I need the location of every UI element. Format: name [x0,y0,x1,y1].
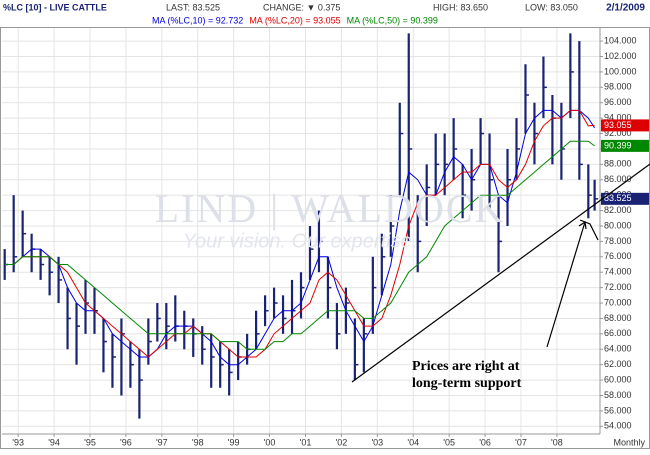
change: CHANGE: ▼ 0.375 [263,2,340,12]
ma-line [4,140,595,350]
annotation-box: Prices are right at long-term support [412,359,522,391]
legend-entry: MA (%LC,50) = 90.399 [347,15,438,25]
y-tick-label: 88.000 [604,159,632,169]
x-tick-label: '95 [84,437,96,447]
y-tick-label: 68.000 [604,313,632,323]
y-tick-label: 86.000 [604,174,632,184]
x-tick-label: '04 [407,437,419,447]
price-label-box [601,139,649,152]
y-tick-label: 102.000 [604,51,637,61]
last-price: LAST: 83.525 [166,2,220,12]
price-label: 90.399 [604,140,632,150]
arrow [579,219,599,241]
period-label: Monthly [613,437,645,447]
y-tick-label: 80.000 [604,220,632,230]
y-tick-label: 54.000 [604,421,632,431]
price-label-box [601,192,649,205]
y-tick-label: 78.000 [604,236,632,246]
price-label: 93.055 [604,120,632,130]
x-tick-label: '93 [12,437,24,447]
watermark-tagline: Your vision. Our expertise. [183,230,418,252]
x-tick-label: '99 [228,437,240,447]
x-tick-label: '00 [264,437,276,447]
annotation: Prices are right at long-term support [412,359,522,391]
x-tick-label: '97 [156,437,168,447]
legend-entry: MA (%LC,20) = 93.055 [249,15,340,25]
y-tick-label: 58.000 [604,390,632,400]
y-tick-label: 64.000 [604,344,632,354]
trend-line [351,163,650,383]
y-tick-label: 94.000 [604,113,632,123]
x-tick-label: '02 [336,437,348,447]
y-tick-label: 62.000 [604,359,632,369]
legend-entry: MA (%LC,10) = 92.732 [152,15,243,25]
y-tick-label: 104.000 [604,35,637,45]
y-tick-label: 56.000 [604,405,632,415]
x-tick-label: '98 [192,437,204,447]
y-tick-label: 96.000 [604,97,632,107]
y-tick-label: 100.000 [604,66,637,76]
watermark: LIND | WALDOCK [155,186,506,231]
y-tick-label: 60.000 [604,374,632,384]
x-tick-label: '03 [371,437,383,447]
high: HIGH: 83.650 [433,2,488,12]
x-tick-label: '05 [443,437,455,447]
x-tick-label: '06 [479,437,491,447]
ma-line [4,109,595,358]
y-tick-label: 74.000 [604,267,632,277]
x-tick-label: '07 [515,437,527,447]
date: 2/1/2009 [606,3,645,14]
price-label: 83.525 [604,193,632,203]
y-tick-label: 92.000 [604,128,632,138]
chart-title: %LC [10] - LIVE CATTLE [3,2,107,12]
y-tick-label: 70.000 [604,297,632,307]
x-tick-label: '01 [300,437,312,447]
y-tick-label: 82.000 [604,205,632,215]
y-tick-label: 76.000 [604,251,632,261]
x-tick-label: '96 [120,437,132,447]
x-tick-label: '08 [551,437,563,447]
x-tick-label: '94 [48,437,60,447]
y-tick-label: 72.000 [604,282,632,292]
arrow [546,221,586,348]
price-label-box [601,119,649,132]
y-tick-label: 98.000 [604,82,632,92]
y-tick-label: 66.000 [604,328,632,338]
low: LOW: 83.050 [525,2,578,12]
